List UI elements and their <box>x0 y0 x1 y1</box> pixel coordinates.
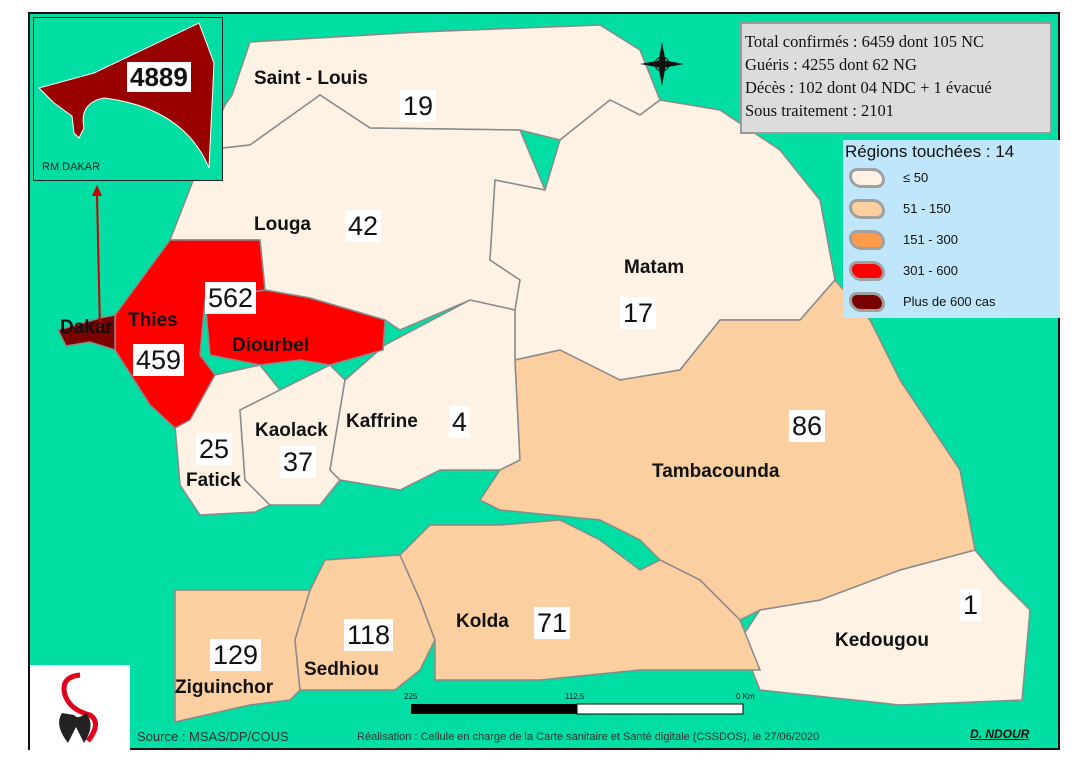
legend-swatch <box>849 260 885 281</box>
legend-item: ≤ 50 <box>849 162 1060 193</box>
total-confirmed: Total confirmés : 6459 dont 105 NC <box>745 32 984 51</box>
deaths: Décès : 102 dont 04 NDC + 1 évacué <box>745 78 992 97</box>
cases-matam: 17 <box>620 297 657 329</box>
scale-label-right: 0 Km <box>736 692 755 701</box>
legend-label: 51 - 150 <box>903 201 951 216</box>
legend-swatch <box>849 291 885 312</box>
region-tambacounda[interactable] <box>478 278 976 621</box>
logo-icon <box>59 672 98 743</box>
label-dakar: Dakar <box>60 317 113 338</box>
cases-tambacounda: 86 <box>789 410 826 442</box>
cases-kaolack: 37 <box>280 446 317 478</box>
source-text: Source : MSAS/DP/COUS <box>137 729 289 744</box>
inset-arrow-head <box>92 185 102 196</box>
scale-bar-empty <box>576 703 744 715</box>
cases-diourbel: 562 <box>205 282 257 314</box>
legend-item: 51 - 150 <box>849 193 1060 224</box>
under-treatment: Sous traitement : 2101 <box>745 101 894 120</box>
ministry-logo <box>30 665 130 751</box>
legend: Régions touchées : 14 ≤ 50 51 - 150 151 … <box>843 140 1060 318</box>
recovered: Guéris : 4255 dont 62 NG <box>745 55 917 74</box>
label-matam: Matam <box>624 257 685 278</box>
legend-swatch <box>849 229 885 250</box>
legend-title: Régions touchées : 14 <box>845 142 1015 161</box>
label-kaffrine: Kaffrine <box>346 411 418 432</box>
legend-item: Plus de 600 cas <box>849 286 1060 317</box>
label-sedhiou: Sedhiou <box>304 659 379 680</box>
summary-box: Total confirmés : 6459 dont 105 NC Guéri… <box>740 22 1052 134</box>
cases-kedougou: 1 <box>960 589 982 621</box>
legend-label: 151 - 300 <box>903 232 958 247</box>
region-kolda[interactable] <box>399 519 762 681</box>
cases-sedhiou: 118 <box>344 619 394 651</box>
dakar-peninsula[interactable] <box>38 22 215 169</box>
inset-label: RM DAKAR <box>42 161 101 173</box>
label-ziguinchor: Ziguinchor <box>175 677 274 698</box>
legend-swatch <box>849 167 885 188</box>
inset-rm-dakar: 4889 RM DAKAR <box>33 17 223 181</box>
legend-swatch <box>849 198 885 219</box>
label-kaolack: Kaolack <box>255 420 328 441</box>
scale-label-left: 225 <box>404 692 418 701</box>
label-louga: Louga <box>254 214 311 235</box>
cases-saint-louis: 19 <box>400 90 437 122</box>
scale-label-mid: 112,5 <box>565 692 585 701</box>
author-credit: D. NDOUR <box>970 727 1030 741</box>
legend-item: 301 - 600 <box>849 255 1060 286</box>
label-fatick: Fatick <box>186 470 241 491</box>
legend-label: ≤ 50 <box>903 170 929 185</box>
realisation-text: Réalisation : Cellule en charge de la Ca… <box>357 731 820 743</box>
label-tambacounda: Tambacounda <box>652 461 780 482</box>
inset-arrow <box>96 194 101 331</box>
legend-label: 301 - 600 <box>903 263 958 278</box>
cases-kaffrine: 4 <box>449 406 471 438</box>
cases-fatick: 25 <box>196 433 233 465</box>
label-diourbel: Diourbel <box>232 335 310 356</box>
cases-kolda: 71 <box>534 607 571 639</box>
label-kolda: Kolda <box>456 611 509 632</box>
legend-label: Plus de 600 cas <box>903 294 996 309</box>
cases-thies: 459 <box>133 344 185 376</box>
legend-item: 151 - 300 <box>849 224 1060 255</box>
inset-cases: 4889 <box>127 62 191 92</box>
label-kedougou: Kedougou <box>835 630 929 651</box>
inset-map <box>38 22 215 169</box>
label-thies: Thies <box>128 310 178 331</box>
cases-ziguinchor: 129 <box>210 639 262 671</box>
cases-louga: 42 <box>345 210 382 242</box>
scale-bar-filled <box>411 704 577 714</box>
compass-rose-icon <box>640 42 684 86</box>
label-saint-louis: Saint - Louis <box>254 68 368 89</box>
